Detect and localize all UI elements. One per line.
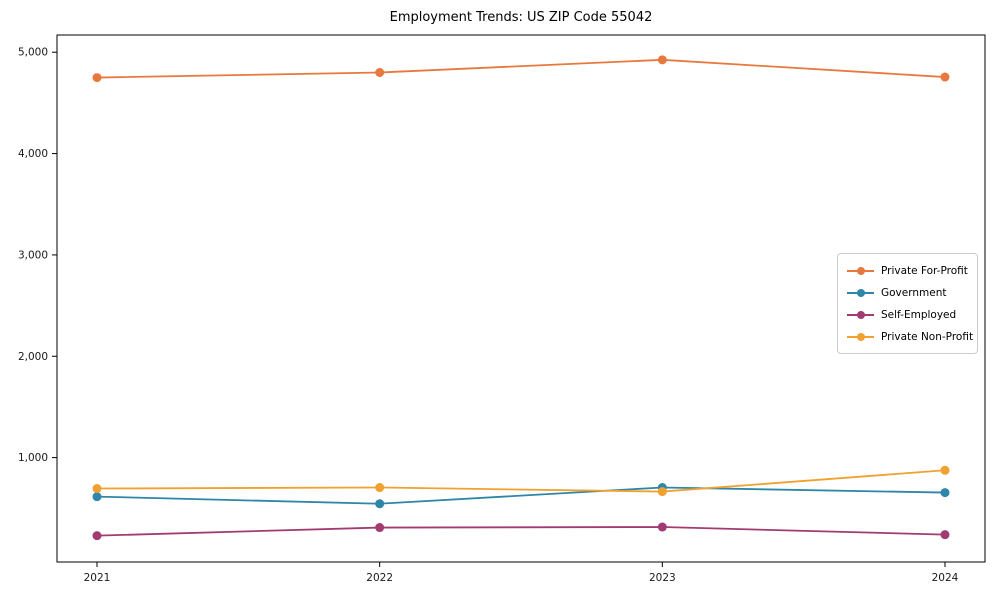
- svg-text:2021: 2021: [84, 572, 111, 584]
- svg-text:3,000: 3,000: [18, 249, 48, 261]
- svg-text:2022: 2022: [366, 572, 393, 584]
- legend-label: Private Non-Profit: [881, 331, 974, 343]
- legend: Private For-Profit Government Self-Emplo…: [837, 253, 978, 354]
- svg-text:2023: 2023: [649, 572, 676, 584]
- legend-item-government: Government: [847, 283, 968, 303]
- svg-text:5,000: 5,000: [18, 47, 48, 59]
- svg-text:2024: 2024: [932, 572, 959, 584]
- chart-title: Employment Trends: US ZIP Code 55042: [389, 10, 653, 25]
- legend-item-self-employed: Self-Employed: [847, 305, 968, 325]
- legend-label: Private For-Profit: [881, 265, 968, 277]
- legend-label: Self-Employed: [881, 309, 957, 321]
- svg-text:1,000: 1,000: [18, 452, 48, 464]
- line-marker-icon: [847, 267, 874, 276]
- legend-item-private-for-profit: Private For-Profit: [847, 261, 968, 281]
- legend-item-private-non-profit: Private Non-Profit: [847, 327, 973, 347]
- svg-text:2,000: 2,000: [18, 351, 48, 363]
- line-marker-icon: [847, 333, 874, 342]
- legend-label: Government: [881, 287, 947, 299]
- line-marker-icon: [847, 289, 874, 298]
- line-marker-icon: [847, 311, 874, 320]
- svg-text:4,000: 4,000: [18, 148, 48, 160]
